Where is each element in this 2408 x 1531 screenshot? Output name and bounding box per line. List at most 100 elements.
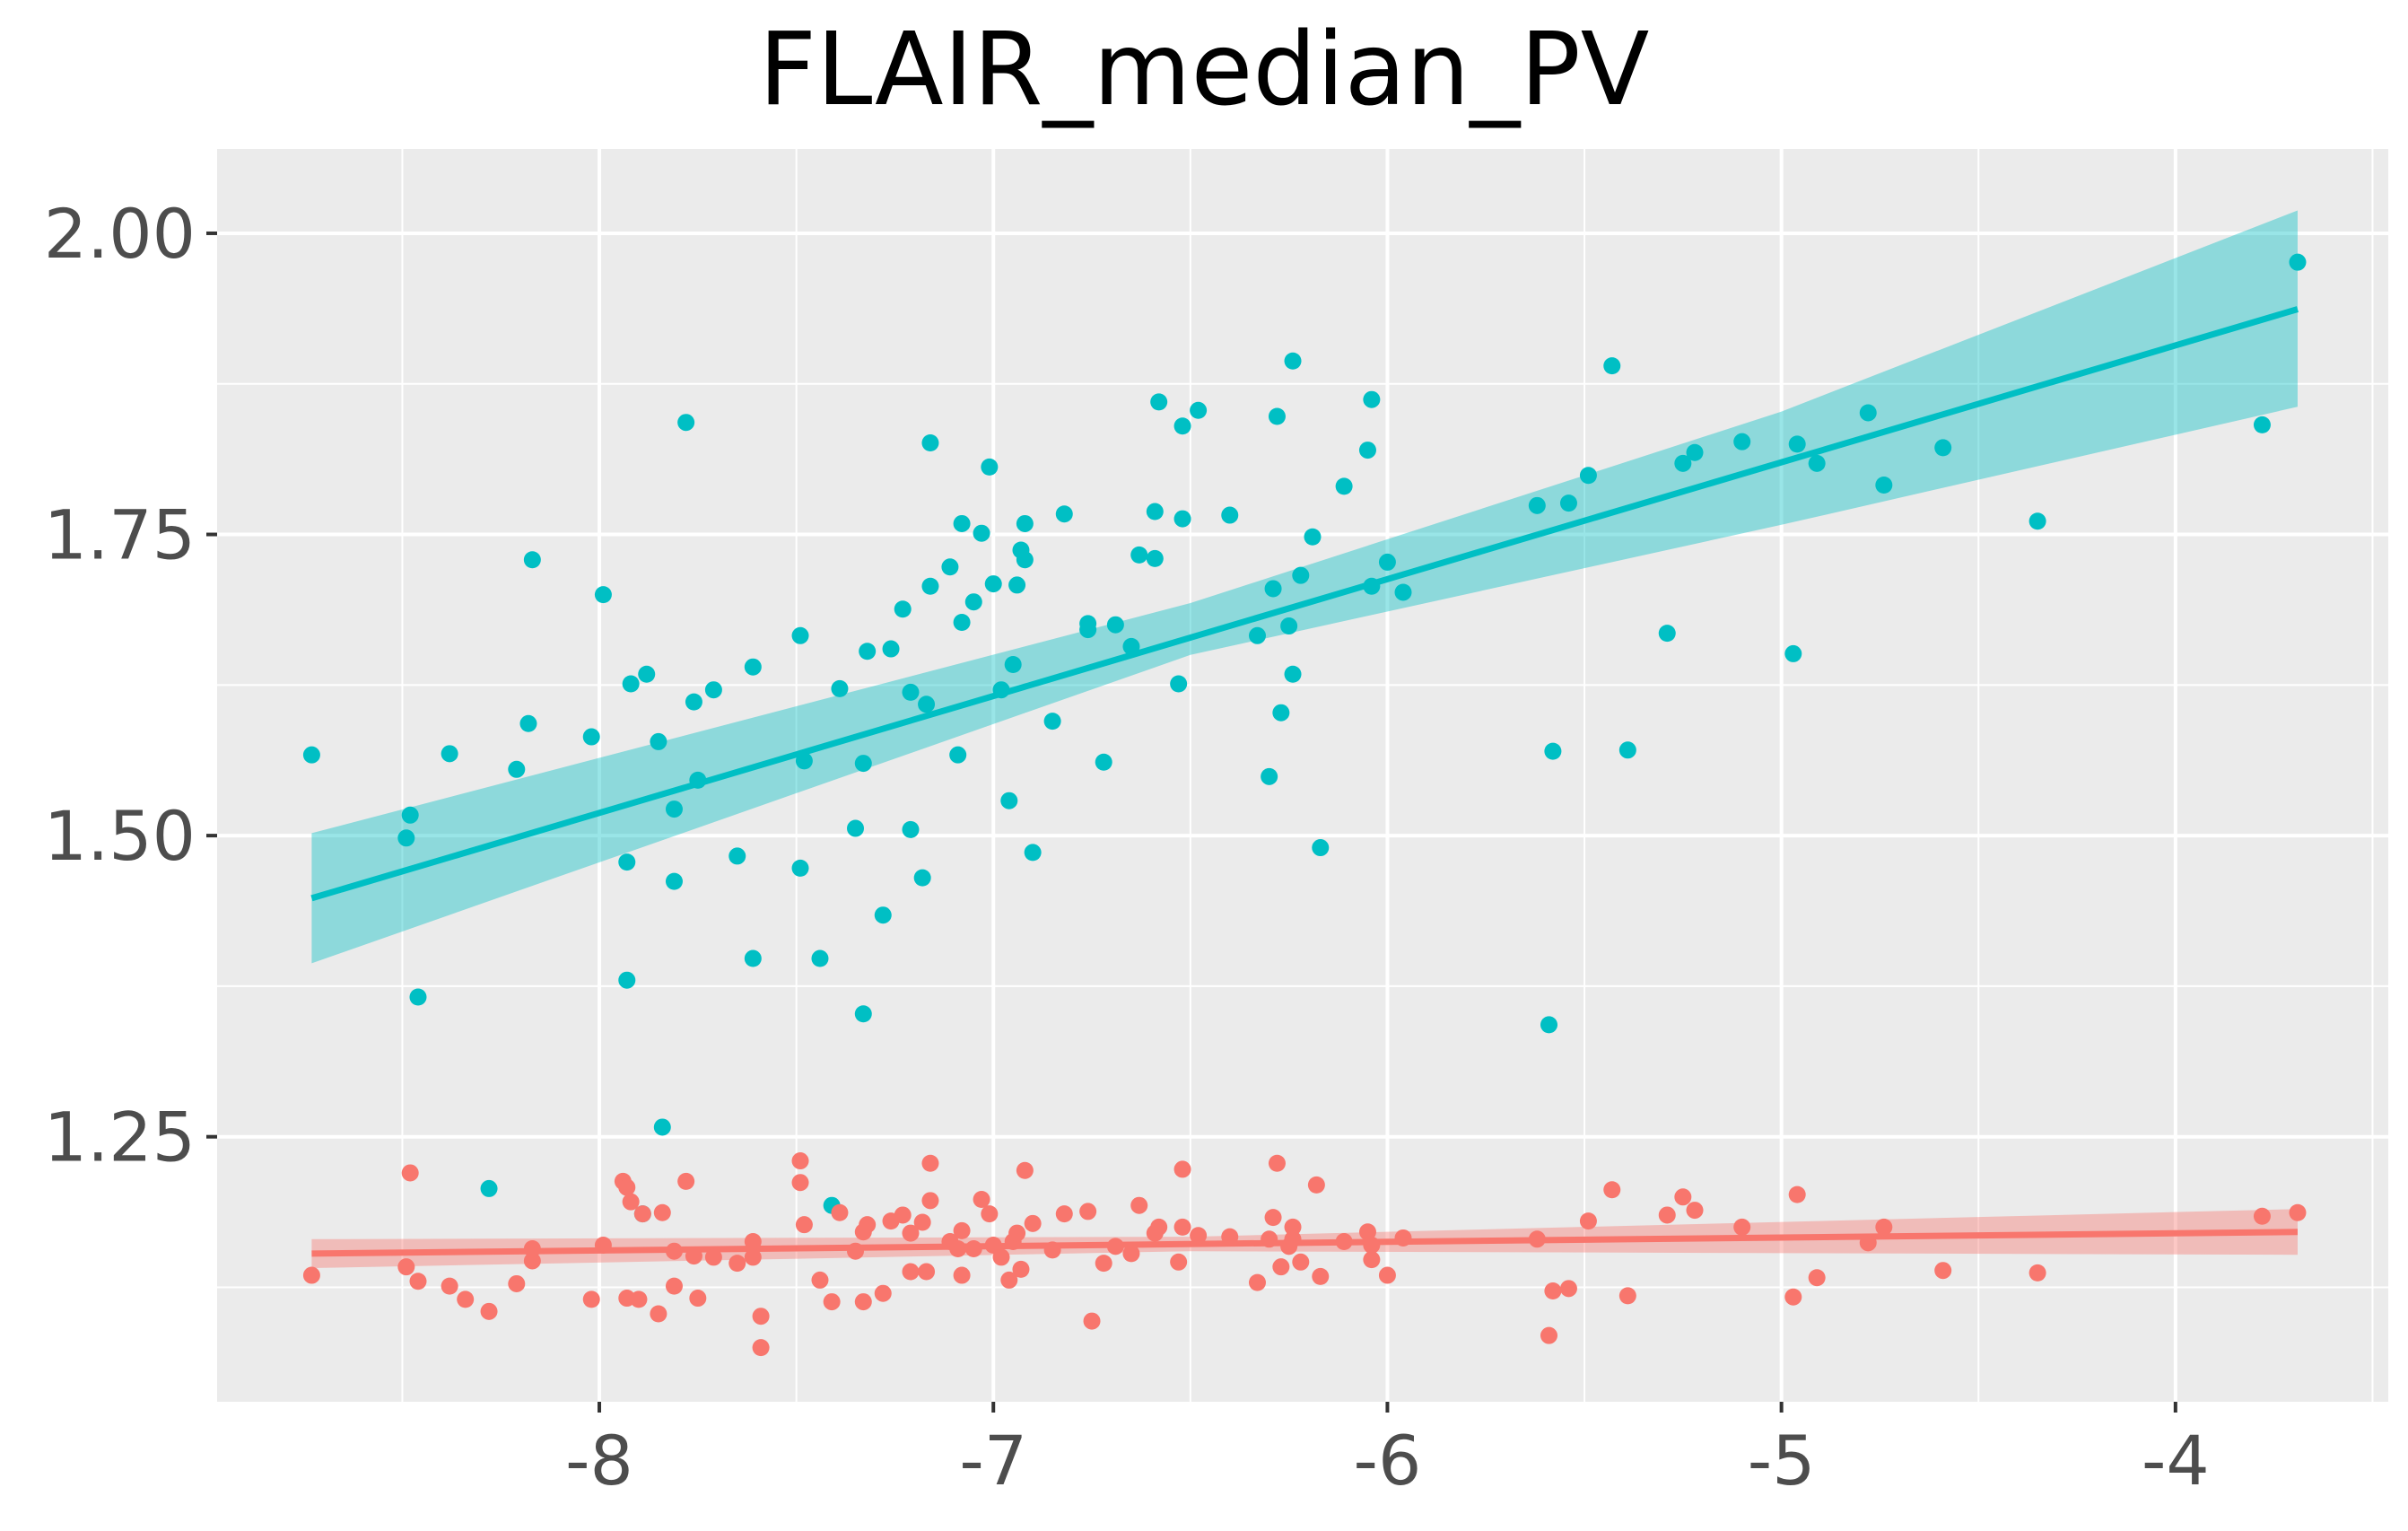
- data-point: [1150, 1218, 1168, 1236]
- data-point: [973, 1190, 990, 1208]
- data-point: [981, 458, 999, 476]
- data-point: [823, 1293, 841, 1311]
- data-point: [921, 577, 939, 595]
- data-point: [2028, 512, 2046, 530]
- data-point: [791, 859, 809, 877]
- data-point: [854, 755, 872, 773]
- data-point: [949, 746, 967, 764]
- data-point: [1150, 393, 1168, 411]
- data-point: [1190, 401, 1208, 419]
- data-point: [1173, 510, 1191, 528]
- data-point: [401, 806, 419, 824]
- data-point: [1016, 514, 1034, 532]
- data-point: [964, 593, 982, 611]
- data-point: [854, 1005, 872, 1023]
- data-point: [1280, 617, 1298, 635]
- data-point: [1016, 1161, 1034, 1179]
- data-point: [704, 1248, 722, 1266]
- data-point: [953, 1266, 971, 1284]
- data-point: [1248, 1273, 1266, 1291]
- data-point: [1000, 1271, 1018, 1289]
- data-point: [1307, 1176, 1325, 1194]
- data-point: [1079, 1203, 1097, 1220]
- data-point: [811, 949, 829, 967]
- data-point: [704, 681, 722, 699]
- data-point: [984, 575, 1002, 593]
- data-point: [1079, 621, 1097, 639]
- data-point: [1024, 844, 1042, 862]
- regression-line: [311, 1229, 2299, 1257]
- data-point: [1304, 528, 1322, 546]
- data-point: [677, 414, 695, 432]
- data-point: [1170, 1253, 1188, 1271]
- data-point: [984, 1237, 1002, 1254]
- data-point: [1540, 1016, 1558, 1034]
- data-point: [1875, 477, 1893, 494]
- data-point: [1544, 1282, 1562, 1300]
- data-point: [791, 626, 809, 644]
- data-point: [1559, 1280, 1577, 1298]
- data-point: [1130, 546, 1148, 564]
- data-point: [831, 679, 849, 697]
- data-point: [633, 1205, 651, 1223]
- data-point: [1335, 1232, 1353, 1250]
- data-point: [1618, 1287, 1636, 1305]
- data-point: [2289, 253, 2307, 271]
- data-point: [689, 1290, 707, 1308]
- data-point: [1603, 357, 1621, 375]
- chart-title: FLAIR_median_PV: [758, 12, 1650, 128]
- data-point: [677, 1172, 695, 1190]
- data-point: [630, 1290, 648, 1308]
- data-point: [1788, 435, 1806, 453]
- x-tick-label: -6: [1354, 1421, 1422, 1500]
- data-point: [1261, 1230, 1278, 1248]
- data-point: [1221, 506, 1239, 524]
- data-point: [859, 1216, 877, 1234]
- data-point: [2028, 1264, 2046, 1282]
- data-point: [795, 1216, 813, 1234]
- data-point: [882, 640, 900, 658]
- y-tick-label: 1.50: [44, 796, 196, 876]
- data-point: [2253, 416, 2271, 433]
- data-point: [519, 714, 537, 732]
- data-point: [1292, 1253, 1310, 1271]
- confidence-bands: [311, 210, 2298, 1269]
- data-point: [1859, 404, 1877, 422]
- data-point: [744, 1232, 762, 1250]
- data-point: [523, 1252, 541, 1270]
- data-point: [665, 800, 683, 818]
- data-point: [1173, 1160, 1191, 1178]
- data-point: [981, 1205, 999, 1223]
- data-point: [913, 1213, 931, 1231]
- data-point: [902, 1263, 920, 1281]
- regression-lines: [310, 306, 2299, 1257]
- data-point: [622, 1193, 640, 1211]
- data-point: [441, 1277, 458, 1295]
- data-point: [523, 551, 541, 569]
- data-point: [1173, 417, 1191, 435]
- data-point: [1674, 1188, 1692, 1206]
- data-point: [1106, 1238, 1124, 1255]
- data-point: [902, 820, 920, 838]
- data-point: [1095, 753, 1112, 771]
- data-point: [618, 1178, 636, 1196]
- data-point: [921, 1154, 939, 1172]
- data-point: [1016, 551, 1034, 569]
- data-point: [1055, 505, 1073, 523]
- data-point: [441, 745, 458, 763]
- data-point: [894, 600, 912, 618]
- data-point: [1784, 1288, 1802, 1306]
- data-point: [1284, 1230, 1302, 1248]
- data-point: [1043, 1241, 1061, 1259]
- data-point: [795, 752, 813, 770]
- data-point: [1173, 1218, 1191, 1236]
- data-point: [1579, 467, 1597, 485]
- data-point: [953, 614, 971, 632]
- data-point: [401, 1164, 419, 1182]
- data-point: [653, 1203, 671, 1221]
- data-point: [894, 1206, 912, 1224]
- data-point: [1686, 443, 1704, 461]
- data-point: [582, 728, 600, 746]
- data-point: [1358, 442, 1376, 459]
